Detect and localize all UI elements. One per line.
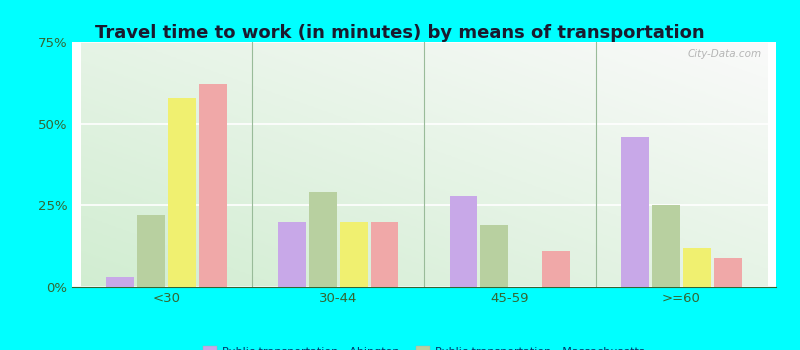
Bar (652, 205, 680, 287)
Bar (370, 222, 398, 287)
Bar (542, 251, 570, 287)
Bar (137, 215, 165, 287)
Text: Travel time to work (in minutes) by means of transportation: Travel time to work (in minutes) by mean… (95, 25, 705, 42)
Bar (481, 225, 508, 287)
Bar (106, 277, 134, 287)
Bar (450, 196, 478, 287)
Bar (278, 222, 306, 287)
Bar (168, 98, 196, 287)
Bar (714, 258, 742, 287)
Bar (622, 137, 649, 287)
Legend: Public transportation - Abington, Other means - Abington, Public transportation : Public transportation - Abington, Other … (198, 342, 650, 350)
Text: City-Data.com: City-Data.com (688, 49, 762, 60)
Bar (340, 222, 367, 287)
Bar (309, 192, 337, 287)
Bar (199, 84, 226, 287)
Bar (683, 248, 711, 287)
